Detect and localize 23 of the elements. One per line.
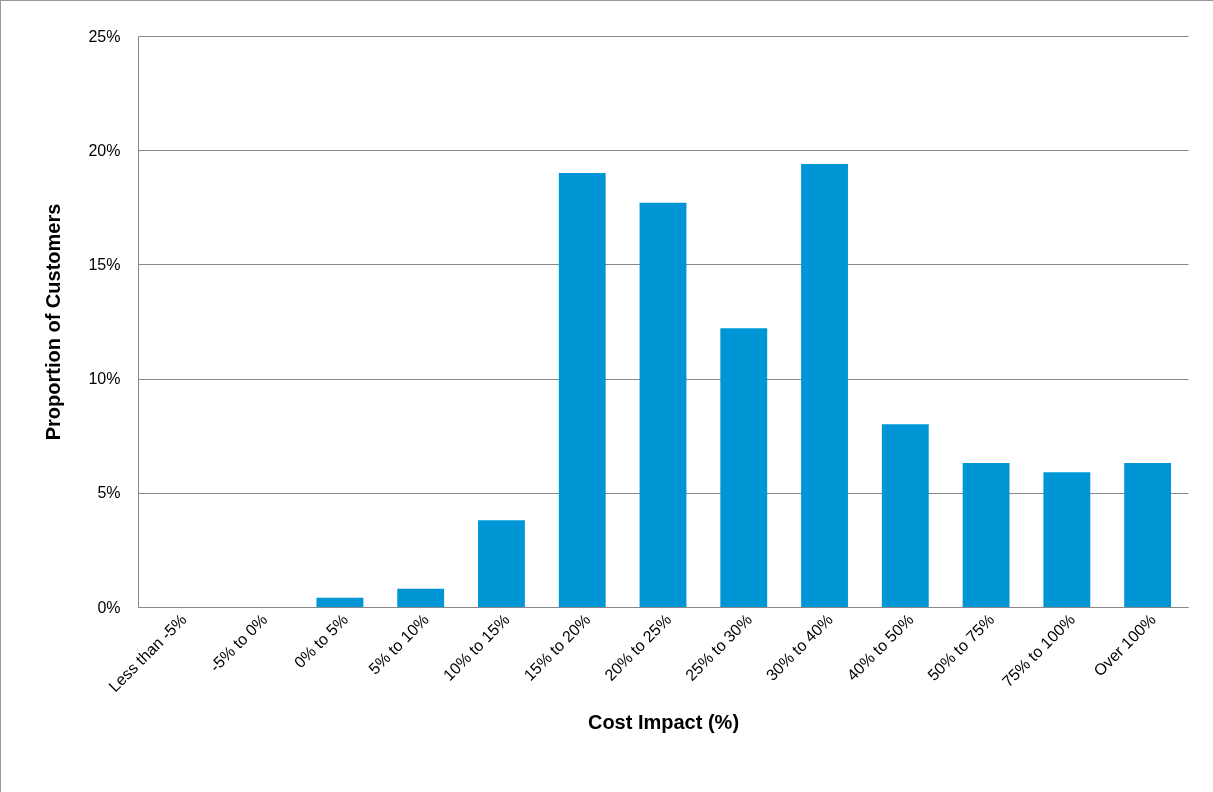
bar (801, 163, 848, 607)
bar (1124, 463, 1172, 607)
x-tick-label: 0% to 5% (290, 610, 352, 672)
bar (478, 520, 525, 607)
y-tick-label: 0% (97, 598, 121, 616)
x-axis-title: Cost Impact (%) (587, 711, 740, 734)
y-axis-title: Proportion of Customers (42, 203, 65, 441)
y-tick-label: 25% (88, 27, 121, 45)
x-tick-label: -5% to 0% (206, 610, 271, 676)
y-tick-label: 20% (88, 141, 121, 159)
bar (881, 424, 929, 607)
bar (962, 463, 1010, 607)
y-tick-label: 10% (88, 370, 121, 388)
y-tick-label: 5% (97, 484, 121, 502)
bar (639, 202, 687, 607)
x-tick-label: 40% to 50% (843, 610, 917, 684)
y-tick-label: 15% (88, 255, 121, 273)
bar (316, 597, 364, 607)
x-tick-label: 30% to 40% (762, 610, 836, 684)
bar (558, 173, 606, 607)
bar (1043, 472, 1091, 607)
bar (397, 588, 445, 607)
bar (720, 328, 768, 607)
